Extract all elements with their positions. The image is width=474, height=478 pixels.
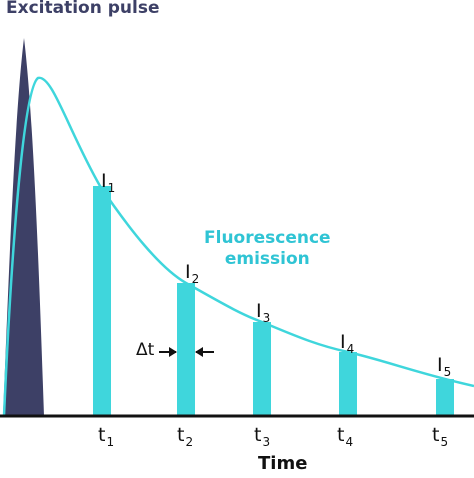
intensity-label-1: I1 <box>101 170 115 195</box>
intensity-label-4-sub: 4 <box>346 342 355 356</box>
delta-arrow-right-head <box>195 347 203 357</box>
time-label-4-base: t <box>337 424 345 446</box>
intensity-label-5-base: I <box>437 354 443 376</box>
intensity-label-2-sub: 2 <box>191 272 200 286</box>
intensity-label-5-sub: 5 <box>443 365 452 379</box>
intensity-label-3: I3 <box>256 300 270 325</box>
intensity-label-5: I5 <box>437 354 451 379</box>
time-label-2-base: t <box>177 424 185 446</box>
gate-bar-2 <box>177 283 195 416</box>
time-label-2-sub: 2 <box>185 435 194 449</box>
intensity-label-2-base: I <box>185 261 191 283</box>
intensity-label-2: I2 <box>185 261 199 286</box>
intensity-label-1-sub: 1 <box>107 181 116 195</box>
delta-t-label: Δt <box>136 340 155 360</box>
time-label-2: t2 <box>177 424 193 449</box>
time-axis-title: Time <box>258 453 308 474</box>
delta-arrow-left-head <box>169 347 177 357</box>
time-label-3: t3 <box>254 424 270 449</box>
time-label-1: t1 <box>98 424 114 449</box>
time-label-3-base: t <box>254 424 262 446</box>
time-label-4: t4 <box>337 424 353 449</box>
time-label-3-sub: 3 <box>262 435 271 449</box>
intensity-label-1-base: I <box>101 170 107 192</box>
intensity-label-3-sub: 3 <box>262 311 271 325</box>
intensity-label-4: I4 <box>340 331 354 356</box>
fluorescence-emission-line2: emission <box>224 249 310 270</box>
gate-bar-3 <box>253 322 271 416</box>
excitation-pulse-label: Excitation pulse <box>6 0 160 18</box>
excitation-pulse-shape <box>3 38 44 416</box>
time-label-5-base: t <box>432 424 440 446</box>
fluorescence-emission-curve <box>2 76 474 417</box>
fluorescence-emission-label: Fluorescence emission <box>204 228 331 271</box>
time-label-5: t5 <box>432 424 448 449</box>
time-label-4-sub: 4 <box>345 435 354 449</box>
intensity-label-4-base: I <box>340 331 346 353</box>
gate-bar-4 <box>339 352 357 416</box>
time-label-5-sub: 5 <box>440 435 449 449</box>
fluorescence-emission-line1: Fluorescence <box>204 228 331 248</box>
time-label-1-base: t <box>98 424 106 446</box>
gate-bar-1 <box>93 186 111 416</box>
gate-bar-5 <box>436 379 454 416</box>
time-label-1-sub: 1 <box>106 435 115 449</box>
intensity-label-3-base: I <box>256 300 262 322</box>
